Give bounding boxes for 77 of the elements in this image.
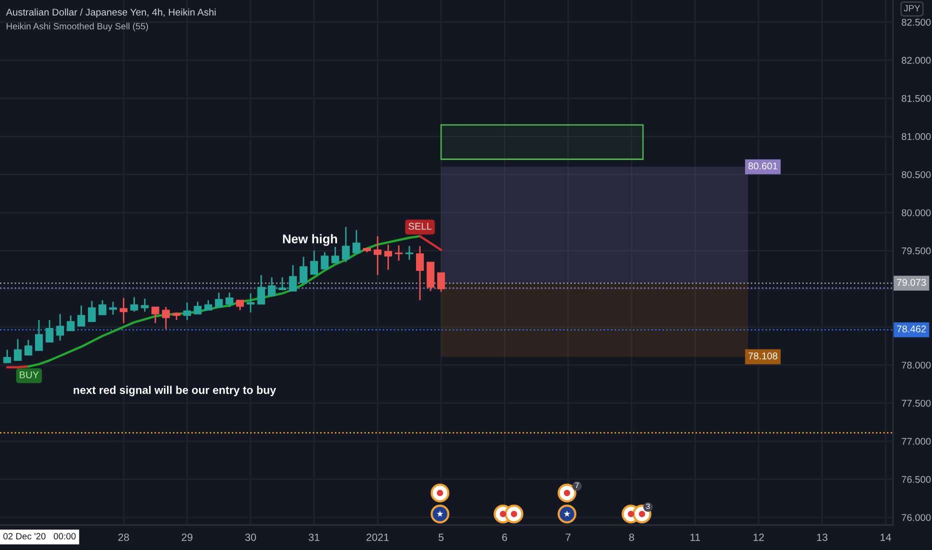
y-tick-label: 77.000: [902, 438, 931, 445]
candlestick: [289, 264, 297, 292]
candlestick: [257, 274, 266, 305]
candlestick: [140, 298, 149, 312]
candlestick: [278, 276, 286, 292]
y-tick-label: 81.500: [902, 95, 931, 102]
candlestick: [183, 302, 192, 321]
y-tick-label: 77.500: [902, 400, 931, 407]
x-tick-label: 28: [118, 534, 129, 541]
candlestick: [130, 296, 138, 312]
x-tick-label: 7: [566, 534, 570, 541]
candlestick: [320, 252, 329, 270]
x-tick-label: 5: [438, 534, 444, 541]
x-tick-label: 6: [502, 534, 508, 541]
candlestick: [394, 244, 403, 262]
candlestick: [66, 314, 75, 332]
x-tick-label: 2021: [366, 534, 389, 541]
candlestick: [331, 246, 340, 264]
y-tick-label: 76.500: [902, 476, 931, 483]
candlestick: [405, 245, 414, 261]
y-tick-label: 80.500: [902, 171, 931, 178]
candlestick: [384, 244, 392, 270]
y-tick-label: 81.000: [902, 133, 931, 140]
candlestick: [310, 250, 318, 276]
candlestick: [300, 256, 308, 284]
candlestick: [98, 300, 106, 316]
x-tick-label: 12: [754, 534, 764, 541]
x-tick-label: 13: [817, 534, 828, 541]
candlestick: [374, 236, 382, 276]
candlestick: [226, 292, 234, 308]
y-tick-label: 82.500: [902, 18, 931, 26]
x-tick-label: 11: [690, 534, 700, 541]
candlestick: [236, 300, 244, 311]
candlestick: [88, 300, 96, 322]
candlestick: [151, 306, 160, 324]
ref-line-label: 78.462: [897, 326, 926, 332]
annotation: BUY: [20, 371, 39, 378]
y-tick-label: 79.500: [902, 247, 931, 254]
candlestick: [342, 226, 350, 263]
candlestick: [204, 300, 212, 311]
annotation: New high: [283, 234, 338, 246]
candlestick: [109, 301, 117, 316]
x-tick-label: 14: [880, 534, 892, 541]
y-tick-label: 80.000: [902, 209, 931, 216]
candlestick: [194, 301, 202, 315]
candlestick: [437, 272, 446, 293]
x-tick-label: 29: [182, 534, 192, 541]
candlestick: [56, 313, 64, 342]
x-tick-label: 30: [245, 534, 256, 541]
candlestick: [416, 245, 424, 301]
candlestick: [3, 349, 12, 364]
candlestick: [77, 304, 86, 327]
line-series: [27, 235, 422, 368]
band-label: 78.108: [748, 352, 778, 360]
y-tick-label: 76.000: [902, 514, 931, 521]
text: Heikin Ashi Smoothed Buy Sell (55): [6, 22, 148, 32]
candlestick: [268, 276, 276, 296]
candlestick: [24, 339, 32, 356]
candlestick: [352, 229, 360, 254]
y-axis-title: JPY: [904, 5, 920, 12]
text: Australian Dollar / Japanese Yen, 4h, Heikin Ashi: [6, 8, 216, 18]
annotation: SELL: [408, 222, 432, 230]
y-tick-label: 82.000: [902, 56, 931, 64]
candlestick: [214, 292, 223, 308]
ref-line-label: 79.073: [897, 278, 926, 286]
candlestick: [246, 292, 255, 314]
text: 02 Dec '20 00:00: [3, 533, 76, 540]
x-tick-label: 31: [308, 534, 320, 541]
annotation: next red signal will be our entry to buy: [74, 386, 276, 396]
candlestick: [46, 319, 54, 343]
x-tick-label: 8: [629, 534, 634, 541]
candlestick: [14, 338, 22, 362]
candlestick: [120, 297, 128, 324]
y-tick-label: 78.000: [902, 362, 931, 369]
band-label: 80.601: [748, 162, 778, 170]
candlestick: [35, 319, 43, 352]
candlestick: [162, 306, 170, 330]
